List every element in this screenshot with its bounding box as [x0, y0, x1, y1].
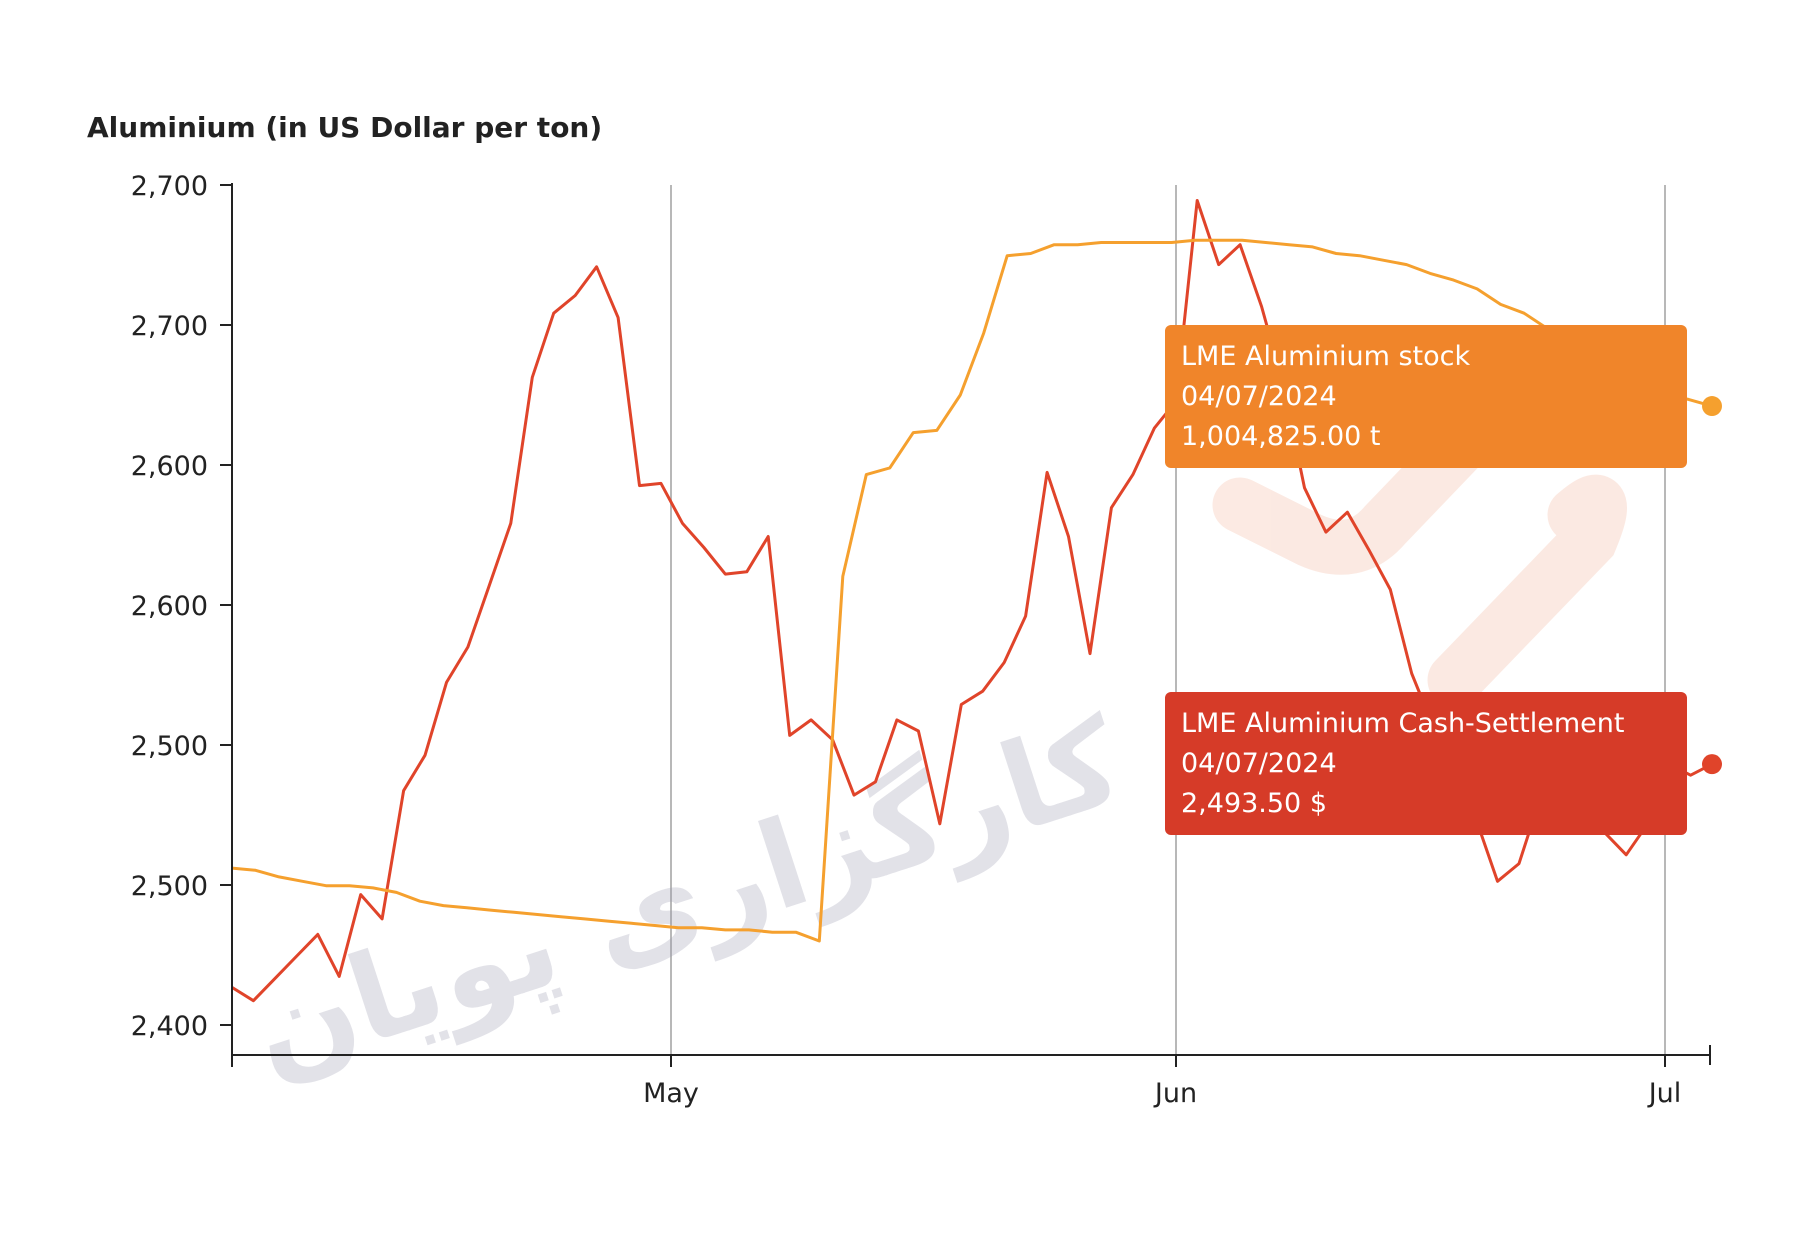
- axes: 2,700 2,700 2,600 2,600 2,500 2,500 2,400 May Ju…: [131, 171, 1711, 1109]
- y-tick-label: 2,500: [131, 871, 208, 902]
- y-tick-label: 2,600: [131, 451, 208, 482]
- watermark-text: کارگزاری پویان: [235, 692, 1137, 1103]
- y-tick-label: 2,700: [131, 311, 208, 342]
- tooltip-date: 04/07/2024: [1181, 381, 1337, 412]
- cash-settlement-line: [231, 199, 1713, 1003]
- y-tick-label: 2,700: [131, 171, 208, 202]
- y-tick-label: 2,400: [131, 1011, 208, 1042]
- stock-line: [231, 238, 1713, 943]
- x-tick-label-may: May: [643, 1078, 699, 1109]
- x-tick-label-jun: Jun: [1153, 1078, 1197, 1109]
- tooltips: LME Aluminium stock 04/07/2024 1,004,825.0…: [1165, 325, 1687, 835]
- tooltip-box: [1165, 692, 1687, 835]
- tooltip-series-name: LME Aluminium stock: [1181, 341, 1470, 372]
- cash-settlement-marker: [1702, 754, 1722, 775]
- tooltip-value: 1,004,825.00 t: [1181, 421, 1381, 452]
- stock-tooltip: LME Aluminium stock 04/07/2024 1,004,825.0…: [1165, 325, 1687, 468]
- cash-settlement-tooltip: LME Aluminium Cash-Settlement 04/07/2024 2…: [1165, 692, 1687, 835]
- tooltip-value: 2,493.50 $: [1181, 788, 1327, 819]
- y-tick-label: 2,500: [131, 731, 208, 762]
- watermark-logo: [1212, 377, 1628, 708]
- x-tick-label-jul: Jul: [1647, 1078, 1682, 1109]
- tooltip-box: [1165, 325, 1687, 468]
- tooltip-series-name: LME Aluminium Cash-Settlement: [1181, 708, 1624, 739]
- y-tick-label: 2,600: [131, 591, 208, 622]
- chart-title: Aluminium (in US Dollar per ton): [87, 111, 602, 144]
- tooltip-date: 04/07/2024: [1181, 748, 1337, 779]
- stock-marker: [1702, 396, 1722, 417]
